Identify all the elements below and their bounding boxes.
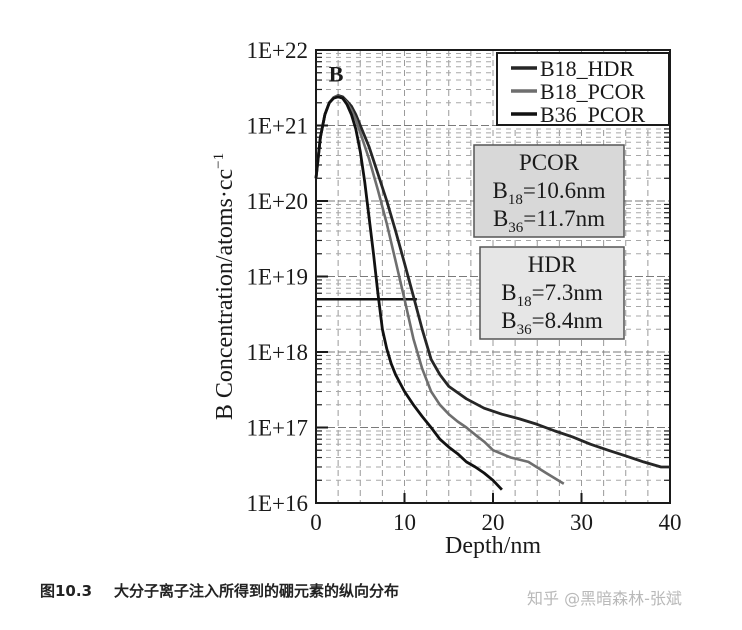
annotation-value: =7.3nm bbox=[532, 280, 603, 305]
y-axis-label: B Concentration/atoms·cc−1 bbox=[211, 153, 238, 420]
annotation-line: B36=8.4nm bbox=[501, 308, 603, 338]
annotation-value: =11.7nm bbox=[523, 206, 605, 231]
watermark: 知乎 @黑暗森林-张斌 bbox=[527, 589, 682, 608]
annotation-value: =8.4nm bbox=[532, 308, 603, 333]
y-tick-label: 1E+17 bbox=[246, 416, 308, 441]
annotation-subscript: 36 bbox=[517, 322, 533, 338]
legend-entry: B18_PCOR bbox=[540, 79, 645, 104]
annotation-title: PCOR bbox=[519, 150, 580, 175]
annotation-subscript: 36 bbox=[508, 220, 524, 236]
annotation-subscript: 18 bbox=[508, 192, 523, 208]
x-tick-label: 10 bbox=[393, 510, 416, 535]
boron-depth-profile-chart: 1E+16 1E+17 1E+18 1E+19 1E+20 1E+21 1E+22 0 10 20… bbox=[211, 38, 682, 559]
annotation-symbol: B bbox=[501, 280, 516, 305]
annotation-title: HDR bbox=[528, 252, 577, 277]
y-tick-label: 1E+22 bbox=[246, 38, 308, 63]
x-axis-label: Depth/nm bbox=[445, 533, 541, 559]
x-tick-label: 40 bbox=[659, 510, 682, 535]
peak-marker-label: B bbox=[329, 61, 344, 86]
annotation-value: =10.6nm bbox=[523, 178, 606, 203]
y-tick-label: 1E+18 bbox=[246, 340, 308, 365]
figure-number: 图10.3 bbox=[40, 582, 93, 600]
legend-entry: B36_PCOR bbox=[540, 102, 645, 127]
annotation-box bbox=[473, 144, 625, 238]
y-tick-label: 1E+20 bbox=[246, 189, 308, 214]
annotation-symbol: B bbox=[501, 308, 516, 333]
annotation-box bbox=[479, 246, 625, 340]
figure-caption-text: 大分子离子注入所得到的硼元素的纵向分布 bbox=[114, 582, 400, 600]
y-tick-label: 1E+21 bbox=[246, 114, 308, 139]
series-line-b36-pcor bbox=[314, 95, 503, 491]
y-axis-label-exponent: −1 bbox=[211, 153, 227, 169]
y-tick-label: 1E+19 bbox=[246, 265, 308, 290]
x-tick-label: 30 bbox=[570, 510, 593, 535]
annotation-line: B36=11.7nm bbox=[493, 206, 605, 236]
annotation-line: B18=7.3nm bbox=[501, 280, 603, 310]
y-tick-label: 1E+16 bbox=[246, 491, 308, 516]
annotation-symbol: B bbox=[493, 178, 508, 203]
x-tick-label: 20 bbox=[482, 510, 505, 535]
annotation-line: B18=10.6nm bbox=[493, 178, 606, 208]
y-axis-label-main: B Concentration/atoms·cc bbox=[212, 169, 238, 420]
legend-entry: B18_HDR bbox=[540, 56, 634, 81]
annotation-subscript: 18 bbox=[517, 294, 532, 310]
figure-caption: 图10.3 大分子离子注入所得到的硼元素的纵向分布 bbox=[40, 580, 399, 601]
x-tick-label: 0 bbox=[310, 510, 322, 535]
annotation-symbol: B bbox=[493, 206, 508, 231]
